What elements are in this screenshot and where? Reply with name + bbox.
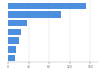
Bar [8,20,27,26]
Bar [8,55,15,61]
Bar [8,29,21,35]
Bar [8,2,86,9]
Bar [8,46,16,53]
Bar [8,37,19,44]
Bar [8,11,62,18]
